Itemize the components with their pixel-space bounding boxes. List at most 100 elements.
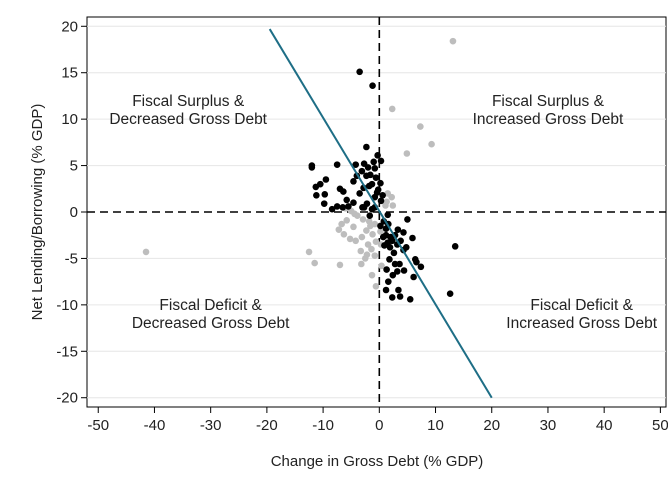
data-point (410, 273, 417, 281)
data-point (404, 216, 411, 223)
data-point (338, 220, 345, 228)
fit-line-group (268, 28, 493, 399)
y-tick-label: 15 (61, 65, 78, 82)
x-tick-label: 40 (596, 417, 613, 434)
y-tick-label: 10 (61, 111, 78, 128)
data-point (451, 243, 459, 250)
x-tick-label: -50 (87, 417, 109, 434)
data-point (343, 196, 351, 204)
data-point (368, 245, 375, 253)
data-point (350, 178, 357, 185)
y-tick-label: 20 (61, 18, 78, 35)
quadrant-label: Fiscal Surplus & (492, 93, 605, 110)
fit-line (268, 28, 493, 399)
data-point (371, 193, 379, 201)
x-tick-label: -40 (144, 417, 166, 434)
data-point (374, 152, 381, 159)
y-axis-title: Net Lending/Borrowing (% GDP) (29, 104, 46, 321)
data-point (383, 266, 390, 273)
data-point (402, 243, 410, 251)
x-tick-label: 10 (427, 417, 444, 434)
data-point (340, 230, 348, 238)
data-point (379, 191, 386, 199)
data-point (374, 186, 382, 194)
data-point (377, 179, 384, 187)
data-point (372, 174, 380, 181)
data-point (367, 171, 374, 179)
x-tick-label: -30 (200, 417, 222, 434)
data-point (388, 237, 396, 245)
data-point (352, 237, 360, 245)
data-point (364, 241, 372, 248)
data-point (358, 233, 366, 241)
data-point (363, 227, 370, 234)
y-tick-label: -5 (65, 250, 78, 267)
data-point (394, 226, 402, 233)
quadrant-label: Decreased Gross Debt (109, 111, 267, 128)
data-point (386, 256, 393, 263)
data-point (313, 191, 320, 199)
data-point (365, 182, 373, 190)
data-point (413, 258, 420, 266)
data-point (386, 243, 394, 251)
data-point (343, 217, 351, 224)
data-point (352, 161, 360, 168)
data-point (339, 204, 347, 211)
data-point (417, 263, 425, 271)
data-point (428, 140, 435, 148)
data-point (361, 255, 369, 262)
data-point (449, 37, 457, 45)
data-point (358, 260, 365, 268)
data-point (335, 226, 343, 233)
data-point (396, 293, 404, 300)
data-point (365, 217, 373, 225)
data-point (393, 268, 401, 275)
data-point (358, 167, 366, 175)
data-point (377, 228, 384, 235)
data-point (377, 222, 384, 230)
data-point (321, 191, 329, 198)
data-point (417, 123, 424, 130)
data-point (372, 238, 380, 246)
data-point (357, 247, 365, 255)
data-point (350, 199, 357, 207)
data-point (311, 259, 318, 267)
data-point (446, 290, 454, 298)
data-point (389, 271, 397, 279)
quadrant-label: Fiscal Deficit & (159, 297, 262, 314)
data-point (356, 190, 363, 197)
x-tick-label: -20 (256, 417, 278, 434)
data-point (368, 271, 376, 279)
data-point (363, 143, 370, 151)
data-point (400, 267, 408, 274)
data-point (308, 164, 316, 171)
data-point (403, 150, 411, 157)
data-point (409, 234, 416, 242)
x-tick-label: 0 (375, 417, 383, 434)
data-point (388, 193, 395, 201)
data-point (390, 249, 398, 257)
data-point (333, 161, 341, 168)
quadrant-label: Increased Gross Debt (506, 315, 657, 332)
quadrant-labels: Fiscal Surplus &Decreased Gross DebtFisc… (109, 93, 657, 332)
data-point (328, 205, 336, 213)
data-point (378, 262, 385, 270)
y-tick-label: 0 (70, 204, 78, 221)
data-point (360, 204, 368, 211)
x-tick-label: 20 (483, 417, 500, 434)
quadrant-label: Fiscal Deficit & (530, 297, 633, 314)
data-point (389, 202, 397, 209)
y-tick-label: -15 (56, 343, 78, 360)
data-point (305, 248, 313, 256)
x-tick-label: -10 (312, 417, 334, 434)
quadrant-label: Decreased Gross Debt (132, 315, 290, 332)
x-tick-label: 50 (652, 417, 668, 434)
data-point (340, 188, 347, 195)
data-point (396, 260, 403, 268)
data-point (346, 235, 354, 243)
data-point (345, 203, 352, 210)
data-point (350, 223, 357, 231)
data-point (395, 286, 402, 294)
